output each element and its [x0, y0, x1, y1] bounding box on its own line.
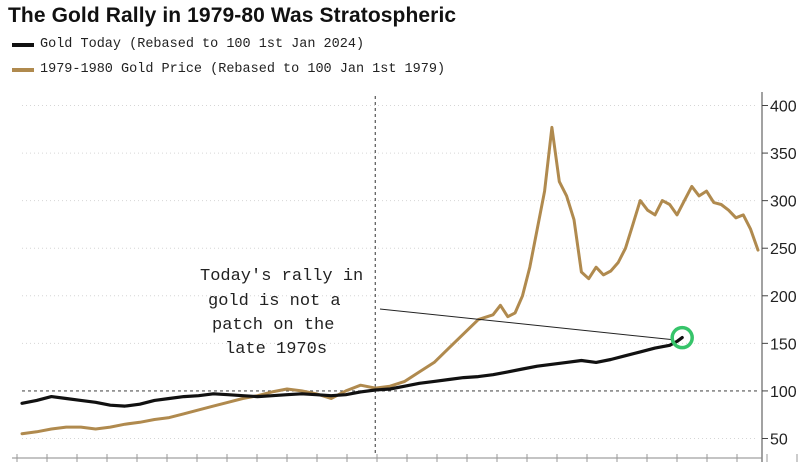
annotation-line-2: gold is not a [208, 292, 341, 311]
legend-swatch-gold-1979 [12, 67, 34, 72]
y-tick-label-50: 50 [770, 431, 788, 448]
legend-entry-gold-today: Gold Today (Rebased to 100 1st Jan 2024) [12, 37, 364, 52]
annotation-line-3: patch on the [212, 316, 334, 335]
annotation-line-4: late 1970s [225, 340, 327, 359]
series-line-gold-today [20, 336, 684, 408]
highlight-circle [670, 325, 694, 350]
legend-label-gold-today: Gold Today (Rebased to 100 1st Jan 2024) [40, 37, 365, 52]
y-tick-label-100: 100 [770, 384, 797, 401]
y-tick-label-300: 300 [770, 194, 797, 211]
y-tick-label-350: 350 [770, 146, 797, 163]
y-tick-label-200: 200 [770, 289, 797, 306]
annotation-pointer [379, 308, 673, 341]
legend-entry-gold-1979: 1979-1980 Gold Price (Rebased to 100 Jan… [12, 62, 445, 77]
y-tick-label-150: 150 [770, 336, 797, 353]
chart-title: The Gold Rally in 1979-80 Was Stratosphe… [8, 4, 457, 27]
y-tick-label-250: 250 [770, 241, 797, 258]
legend-swatch-gold-today [12, 42, 34, 47]
annotation-line-1: Today's rally in [200, 267, 363, 286]
y-tick-label-400: 400 [770, 99, 797, 116]
legend-label-gold-1979: 1979-1980 Gold Price (Rebased to 100 Jan… [40, 62, 446, 77]
